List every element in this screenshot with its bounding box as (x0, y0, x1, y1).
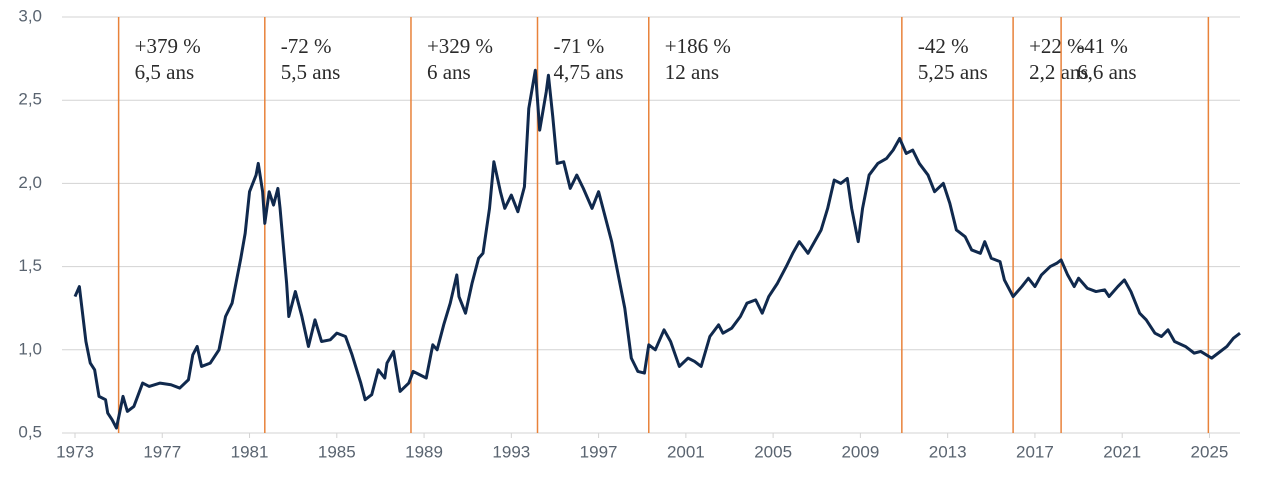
y-tick-label: 2,0 (18, 173, 42, 192)
x-tick-label: 2005 (754, 442, 792, 461)
x-tick-label: 1977 (143, 442, 181, 461)
annotation: +22 % (1029, 34, 1085, 58)
x-tick-label: 1993 (492, 442, 530, 461)
y-tick-label: 2,5 (18, 90, 42, 109)
x-tick-label: 2017 (1016, 442, 1054, 461)
x-tick-label: 1985 (318, 442, 356, 461)
x-tick-label: 2013 (929, 442, 967, 461)
y-tick-label: 3,0 (18, 6, 42, 25)
annotation: -72 % (281, 34, 332, 58)
annotation: +329 % (427, 34, 493, 58)
x-tick-label: 2025 (1191, 442, 1229, 461)
annotation: 4,75 ans (554, 60, 624, 84)
annotation: 6 ans (427, 60, 471, 84)
annotation: +379 % (135, 34, 201, 58)
line (73, 68, 1241, 430)
y-tick-label: 0,5 (18, 422, 42, 441)
x-tick-label: 1981 (231, 442, 269, 461)
x-tick-label: 1989 (405, 442, 443, 461)
annotation: -71 % (554, 34, 605, 58)
annotation: 5,5 ans (281, 60, 341, 84)
annotation: 6,6 ans (1077, 60, 1137, 84)
y-tick-label: 1,0 (18, 339, 42, 358)
annotation: +186 % (665, 34, 731, 58)
x-tick-label: 2021 (1103, 442, 1141, 461)
annotation: 5,25 ans (918, 60, 988, 84)
x-tick-label: 2009 (841, 442, 879, 461)
y-tick-label: 1,5 (18, 256, 42, 275)
annotation: -42 % (918, 34, 969, 58)
annotation: 2,2 ans (1029, 60, 1089, 84)
x-tick-label: 2001 (667, 442, 705, 461)
annotation: -41 % (1077, 34, 1128, 58)
x-tick-label: 1973 (56, 442, 94, 461)
x-tick-label: 1997 (580, 442, 618, 461)
annotation: 6,5 ans (135, 60, 195, 84)
annotation: 12 ans (665, 60, 719, 84)
